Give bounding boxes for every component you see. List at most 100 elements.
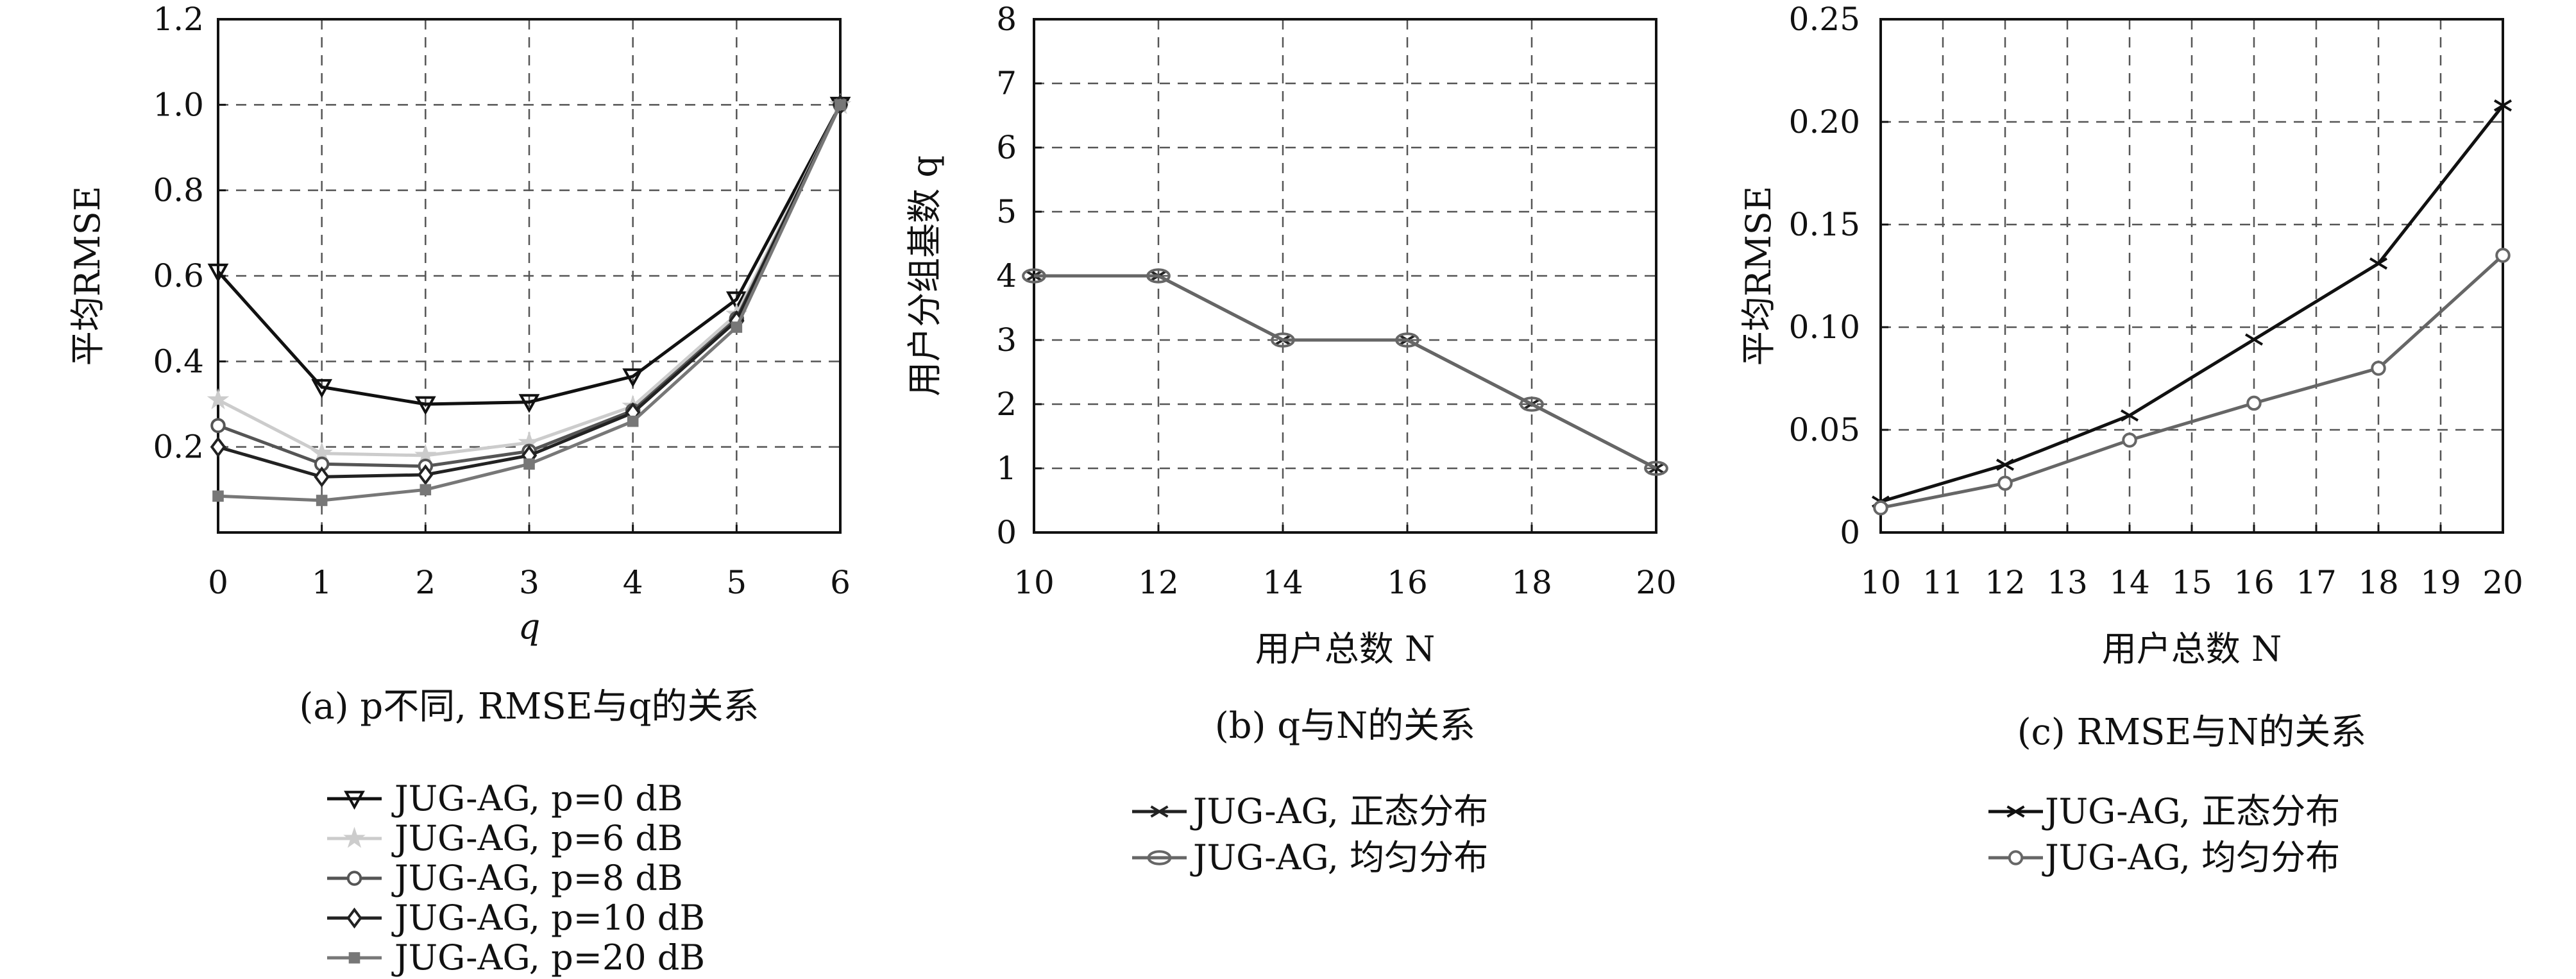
y-tick-label: 1.0 <box>153 86 204 123</box>
data-point <box>210 436 226 458</box>
x-tick-label: 16 <box>1387 564 1428 601</box>
series-line-2 <box>1880 254 2504 510</box>
y-tick-label: 0.6 <box>153 257 204 294</box>
data-point <box>2495 248 2511 263</box>
data-point <box>1271 332 1295 348</box>
data-point <box>1997 475 2013 491</box>
legend-marker <box>346 871 362 886</box>
y-tick-label: 0 <box>1840 514 1860 551</box>
x-tick-label: 13 <box>2047 564 2088 601</box>
y-tick-label: 1.2 <box>153 1 204 38</box>
panel-a-ylabel: 平均RMSE <box>67 186 108 366</box>
data-point <box>207 263 229 283</box>
legend-marker <box>348 952 360 964</box>
legend-label: JUG-AG, p=8 dB <box>391 858 683 898</box>
data-point <box>314 466 330 488</box>
data-point <box>1873 500 1888 516</box>
data-point <box>835 99 846 111</box>
y-tick-label: 8 <box>996 1 1017 38</box>
x-tick-label: 1 <box>312 564 332 601</box>
panel-b-xlabel: 用户总数 N <box>1255 629 1435 669</box>
panel-a: 0 1 2 3 4 5 6 0.2 0.4 0.6 0.8 1.0 1.2 平均RMSE q (a) p… <box>67 1 852 978</box>
panel-b-caption: (b) q与N的关系 <box>1215 705 1475 747</box>
legend-label: JUG-AG, 正态分布 <box>2042 791 2340 831</box>
legend-item: JUG-AG, p=0 dB <box>327 778 683 819</box>
legend-item: JUG-AG, p=8 dB <box>327 858 683 898</box>
legend-marker <box>1150 805 1169 818</box>
x-tick-label: 4 <box>623 564 643 601</box>
series-line-1 <box>217 104 842 406</box>
panel-c-xlabel: 用户总数 N <box>2102 629 2282 669</box>
legend-marker <box>2008 850 2024 865</box>
data-point <box>1520 396 1544 412</box>
legend-marker <box>2006 805 2025 818</box>
y-tick-label: 5 <box>996 193 1017 230</box>
data-point <box>1146 268 1171 284</box>
data-point <box>207 388 230 410</box>
data-point <box>627 415 639 427</box>
panel-a-caption: (a) p不同, RMSE与q的关系 <box>300 686 759 728</box>
y-tick-label: 0.8 <box>153 172 204 209</box>
legend-marker <box>1147 850 1172 865</box>
data-point <box>418 464 434 486</box>
legend-label: JUG-AG, 均匀分布 <box>2042 837 2340 878</box>
x-tick-label: 10 <box>1860 564 1901 601</box>
x-tick-label: 2 <box>415 564 436 601</box>
y-tick-label: 4 <box>996 257 1017 294</box>
data-point <box>2493 99 2512 112</box>
data-point <box>725 291 747 311</box>
series-line-1 <box>1034 274 1657 470</box>
y-tick-label: 1 <box>996 450 1017 487</box>
legend-label: JUG-AG, p=10 dB <box>391 898 705 938</box>
legend-label: JUG-AG, 均匀分布 <box>1190 837 1488 878</box>
data-point <box>2369 257 2388 270</box>
y-tick-label: 0.20 <box>1789 103 1860 140</box>
panel-c-caption: (c) RMSE与N的关系 <box>2017 711 2367 753</box>
data-point <box>316 495 328 506</box>
data-point <box>1644 461 1668 476</box>
y-tick-label: 0.25 <box>1789 1 1860 38</box>
series-line-2 <box>1034 274 1657 470</box>
legend-item: JUG-AG, p=20 dB <box>327 937 705 978</box>
panel-b-ylabel: 用户分组基数 q <box>904 155 945 396</box>
x-tick-label: 10 <box>1013 564 1055 601</box>
y-tick-label: 0.15 <box>1789 206 1860 243</box>
y-tick-label: 0.10 <box>1789 309 1860 346</box>
x-tick-label: 3 <box>519 564 539 601</box>
y-tick-label: 7 <box>996 65 1017 102</box>
panel-c-ylabel: 平均RMSE <box>1738 186 1779 366</box>
data-point <box>2244 333 2264 346</box>
data-point <box>2122 432 2137 448</box>
data-point <box>523 458 535 470</box>
x-tick-label: 16 <box>2233 564 2275 601</box>
x-tick-label: 19 <box>2420 564 2461 601</box>
y-tick-label: 2 <box>996 386 1017 423</box>
legend-marker <box>346 907 362 929</box>
y-tick-label: 6 <box>996 129 1017 166</box>
y-tick-label: 0 <box>996 514 1017 551</box>
panel-a-xlabel: q <box>518 606 541 647</box>
legend-label: JUG-AG, p=20 dB <box>391 937 705 978</box>
y-tick-label: 0.2 <box>153 429 204 466</box>
data-point <box>731 321 743 333</box>
panel-b-series <box>1022 268 1668 476</box>
y-tick-label: 3 <box>996 321 1017 359</box>
x-tick-label: 0 <box>208 564 228 601</box>
series-line-1 <box>1880 104 2504 504</box>
data-point <box>1395 332 1419 348</box>
x-tick-label: 14 <box>2109 564 2150 601</box>
legend-label: JUG-AG, 正态分布 <box>1190 791 1488 831</box>
x-tick-label: 6 <box>830 564 851 601</box>
x-tick-label: 14 <box>1262 564 1303 601</box>
panel-c-grid <box>1881 19 2503 532</box>
x-tick-label: 11 <box>1922 564 1963 601</box>
data-point <box>2120 409 2139 422</box>
data-point <box>518 394 540 413</box>
data-point <box>2371 361 2386 376</box>
legend-item: JUG-AG, 均匀分布 <box>1132 837 1488 878</box>
data-point <box>419 484 432 496</box>
panel-a-series <box>207 93 852 506</box>
panel-c-series <box>1871 99 2512 516</box>
